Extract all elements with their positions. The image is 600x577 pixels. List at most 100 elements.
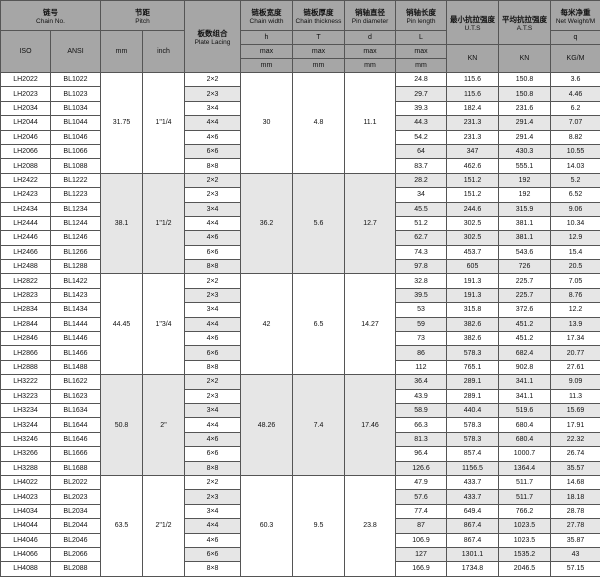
cell-lacing: 3×4 bbox=[185, 403, 241, 417]
cell-uts: 867.4 bbox=[447, 533, 499, 547]
cell-pin-length: 126.6 bbox=[396, 461, 447, 475]
cell-weight: 27.78 bbox=[551, 519, 600, 533]
lim-l: max bbox=[396, 45, 447, 59]
unit-ats: KN bbox=[499, 45, 551, 73]
cell-pin-diameter: 14.27 bbox=[345, 274, 396, 375]
cell-pin-length: 39.3 bbox=[396, 101, 447, 115]
cell-pin-diameter: 23.8 bbox=[345, 475, 396, 576]
sym-l: L bbox=[396, 31, 447, 45]
cell-iso: LH2466 bbox=[1, 245, 51, 259]
cell-weight: 9.09 bbox=[551, 375, 600, 389]
cell-weight: 57.15 bbox=[551, 562, 600, 576]
cell-ansi: BL1288 bbox=[51, 260, 101, 274]
cell-pin-length: 39.5 bbox=[396, 288, 447, 302]
sym-d: d bbox=[345, 31, 396, 45]
cell-lacing: 4×4 bbox=[185, 116, 241, 130]
cell-pin-length: 59 bbox=[396, 317, 447, 331]
cell-pin-length: 58.9 bbox=[396, 403, 447, 417]
cell-weight: 18.18 bbox=[551, 490, 600, 504]
cell-lacing: 4×4 bbox=[185, 216, 241, 230]
cell-lacing: 4×6 bbox=[185, 130, 241, 144]
cell-iso: LH2434 bbox=[1, 202, 51, 216]
cell-width: 42 bbox=[241, 274, 293, 375]
cell-lacing: 6×6 bbox=[185, 447, 241, 461]
cell-weight: 3.6 bbox=[551, 73, 600, 87]
cell-pitch-mm: 63.5 bbox=[101, 475, 143, 576]
cell-lacing: 3×4 bbox=[185, 202, 241, 216]
cell-weight: 17.91 bbox=[551, 418, 600, 432]
cell-lacing: 4×6 bbox=[185, 332, 241, 346]
cell-iso: LH4046 bbox=[1, 533, 51, 547]
cell-uts: 578.3 bbox=[447, 432, 499, 446]
cell-uts: 649.4 bbox=[447, 504, 499, 518]
cell-lacing: 3×4 bbox=[185, 504, 241, 518]
cell-ats: 555.1 bbox=[499, 159, 551, 173]
cell-ats: 225.7 bbox=[499, 274, 551, 288]
cell-iso: LH2866 bbox=[1, 346, 51, 360]
cell-iso: LH4022 bbox=[1, 475, 51, 489]
cell-ansi: BL1266 bbox=[51, 245, 101, 259]
cell-pin-length: 86 bbox=[396, 346, 447, 360]
cell-ansi: BL1234 bbox=[51, 202, 101, 216]
cell-ansi: BL1422 bbox=[51, 274, 101, 288]
cell-uts: 433.7 bbox=[447, 490, 499, 504]
cell-pitch-mm: 38.1 bbox=[101, 173, 143, 274]
cell-uts: 231.3 bbox=[447, 116, 499, 130]
cell-ats: 680.4 bbox=[499, 418, 551, 432]
header-ansi: ANSI bbox=[51, 31, 101, 73]
cell-uts: 115.6 bbox=[447, 73, 499, 87]
cell-uts: 578.3 bbox=[447, 346, 499, 360]
cell-uts: 605 bbox=[447, 260, 499, 274]
cell-ansi: BL2066 bbox=[51, 547, 101, 561]
cell-lacing: 8×8 bbox=[185, 260, 241, 274]
cell-weight: 13.9 bbox=[551, 317, 600, 331]
cell-ats: 192 bbox=[499, 188, 551, 202]
cell-pin-length: 81.3 bbox=[396, 432, 447, 446]
cell-ats: 225.7 bbox=[499, 288, 551, 302]
cell-lacing: 4×4 bbox=[185, 317, 241, 331]
cell-weight: 10.34 bbox=[551, 216, 600, 230]
cell-iso: LH3223 bbox=[1, 389, 51, 403]
cell-uts: 453.7 bbox=[447, 245, 499, 259]
cell-uts: 1156.5 bbox=[447, 461, 499, 475]
cell-ansi: BL1634 bbox=[51, 403, 101, 417]
cell-lacing: 6×6 bbox=[185, 245, 241, 259]
cell-weight: 10.55 bbox=[551, 144, 600, 158]
cell-weight: 6.2 bbox=[551, 101, 600, 115]
sym-t: T bbox=[293, 31, 345, 45]
cell-iso: LH3234 bbox=[1, 403, 51, 417]
cell-iso: LH4088 bbox=[1, 562, 51, 576]
sym-h: h bbox=[241, 31, 293, 45]
cell-uts: 191.3 bbox=[447, 274, 499, 288]
cell-ats: 519.6 bbox=[499, 403, 551, 417]
cell-pin-length: 83.7 bbox=[396, 159, 447, 173]
cell-ats: 682.4 bbox=[499, 346, 551, 360]
cell-iso: LH3222 bbox=[1, 375, 51, 389]
cell-ats: 341.1 bbox=[499, 389, 551, 403]
cell-weight: 35.57 bbox=[551, 461, 600, 475]
cell-pin-length: 29.7 bbox=[396, 87, 447, 101]
cell-uts: 182.4 bbox=[447, 101, 499, 115]
cell-pin-length: 87 bbox=[396, 519, 447, 533]
cell-uts: 302.5 bbox=[447, 231, 499, 245]
cell-pin-length: 166.9 bbox=[396, 562, 447, 576]
cell-ansi: BL1488 bbox=[51, 360, 101, 374]
cell-weight: 5.2 bbox=[551, 173, 600, 187]
cell-uts: 867.4 bbox=[447, 519, 499, 533]
cell-uts: 440.4 bbox=[447, 403, 499, 417]
cell-ats: 511.7 bbox=[499, 490, 551, 504]
cell-thickness: 6.5 bbox=[293, 274, 345, 375]
cell-weight: 12.2 bbox=[551, 303, 600, 317]
lim-d: max bbox=[345, 45, 396, 59]
cell-lacing: 2×2 bbox=[185, 274, 241, 288]
cell-uts: 315.8 bbox=[447, 303, 499, 317]
cell-lacing: 8×8 bbox=[185, 360, 241, 374]
cell-ats: 150.8 bbox=[499, 87, 551, 101]
cell-lacing: 2×2 bbox=[185, 73, 241, 87]
cell-pin-length: 73 bbox=[396, 332, 447, 346]
cell-ansi: BL2046 bbox=[51, 533, 101, 547]
cell-uts: 433.7 bbox=[447, 475, 499, 489]
cell-pin-length: 28.2 bbox=[396, 173, 447, 187]
